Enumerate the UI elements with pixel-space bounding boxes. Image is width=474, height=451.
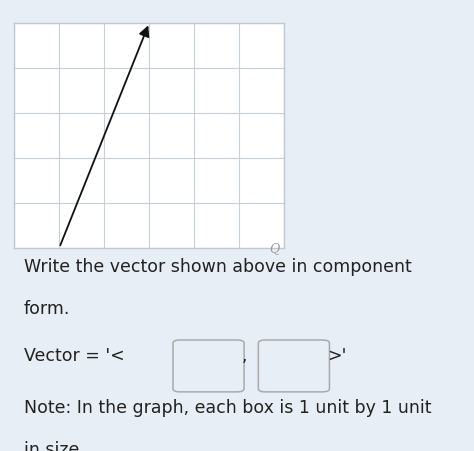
FancyBboxPatch shape (173, 340, 244, 392)
FancyBboxPatch shape (258, 340, 329, 392)
Text: >': >' (327, 347, 346, 365)
Text: in size: in size (24, 441, 79, 451)
Text: Vector = '<: Vector = '< (24, 347, 125, 365)
Text: Q: Q (269, 242, 280, 255)
Text: Note: In the graph, each box is 1 unit by 1 unit: Note: In the graph, each box is 1 unit b… (24, 399, 431, 417)
Text: Write the vector shown above in component: Write the vector shown above in componen… (24, 258, 411, 276)
Text: form.: form. (24, 299, 70, 318)
Text: ,: , (242, 347, 247, 365)
